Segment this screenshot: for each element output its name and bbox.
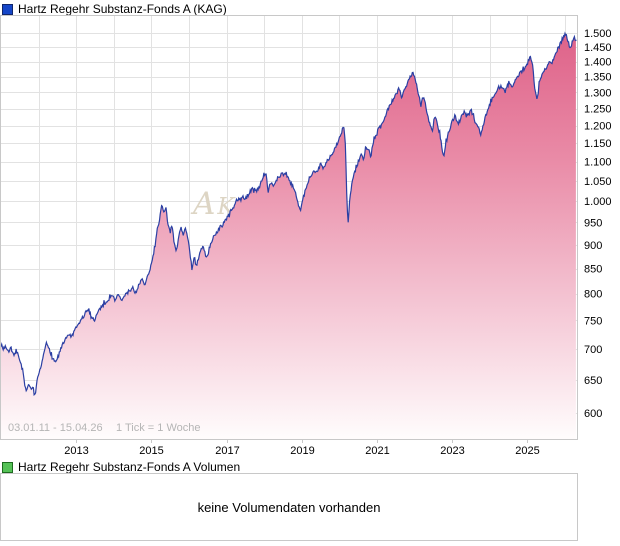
no-volume-data-message: keine Volumendaten vorhanden <box>197 499 381 515</box>
x-axis-labels: 2013 2015 2017 2019 2021 2023 2025 <box>64 440 540 457</box>
y-axis-tick-label: 800 <box>584 289 602 301</box>
y-axis-tick-label: 950 <box>584 217 602 229</box>
price-area-fill <box>1 33 576 440</box>
y-axis-tick-label: 1.200 <box>584 121 612 133</box>
y-axis-labels: 1.500 1.450 1.400 1.350 1.300 1.250 1.200 1.150… <box>584 28 612 420</box>
y-axis-tick-label: 700 <box>584 344 602 356</box>
y-axis-tick-label: 1.300 <box>584 87 612 99</box>
y-axis-tick-label: 1.050 <box>584 176 612 188</box>
y-axis-tick-label: 1.350 <box>584 72 612 84</box>
y-axis-tick-label: 1.450 <box>584 42 612 54</box>
volume-series-marker-icon <box>2 462 13 473</box>
watermark: AK <box>190 186 236 222</box>
x-axis-tick-label: 2021 <box>365 445 389 457</box>
y-axis-tick-label: 900 <box>584 240 602 252</box>
x-axis-tick-label: 2015 <box>139 445 163 457</box>
x-axis-tick-label: 2017 <box>215 445 239 457</box>
x-axis-tick-label: 2013 <box>64 445 88 457</box>
y-axis-tick-label: 850 <box>584 264 602 276</box>
y-axis-tick-label: 600 <box>584 408 602 420</box>
x-axis-tick-label: 2023 <box>440 445 464 457</box>
price-chart-panel[interactable]: AK 1.500 1.450 1.400 1.350 1.300 1.250 1.200 1.1… <box>0 0 620 465</box>
tick-interval-label: 1 Tick = 1 Woche <box>116 422 200 434</box>
volume-chart-title: Hartz Regehr Substanz-Fonds A Volumen <box>18 460 241 474</box>
y-axis-tick-label: 1.500 <box>584 28 612 40</box>
plot-border <box>0 15 578 440</box>
y-axis-tick-label: 650 <box>584 375 602 387</box>
main-chart-title: Hartz Regehr Substanz-Fonds A (KAG) <box>18 2 227 16</box>
y-axis-tick-label: 1.250 <box>584 104 612 116</box>
chart-footer: 03.01.11 - 15.04.26 1 Tick = 1 Woche <box>8 422 200 434</box>
price-chart[interactable]: AK 1.500 1.450 1.400 1.350 1.300 1.250 1.200 1.1… <box>0 0 620 460</box>
y-axis-tick-label: 1.000 <box>584 196 612 208</box>
price-series-marker-icon <box>2 4 13 15</box>
x-axis-tick-label: 2025 <box>515 445 539 457</box>
y-axis-tick-label: 1.400 <box>584 57 612 69</box>
price-line <box>1 31 577 397</box>
y-axis-tick-label: 1.150 <box>584 138 612 150</box>
y-axis-tick-label: 750 <box>584 315 602 327</box>
volume-panel: keine Volumendaten vorhanden <box>0 473 578 541</box>
date-range-label: 03.01.11 - 15.04.26 <box>8 422 103 434</box>
y-axis-tick-label: 1.100 <box>584 157 612 169</box>
x-axis-tick-label: 2019 <box>290 445 314 457</box>
main-chart-legend: Hartz Regehr Substanz-Fonds A (KAG) <box>2 3 227 16</box>
volume-chart-legend: Hartz Regehr Substanz-Fonds A Volumen <box>2 461 240 474</box>
